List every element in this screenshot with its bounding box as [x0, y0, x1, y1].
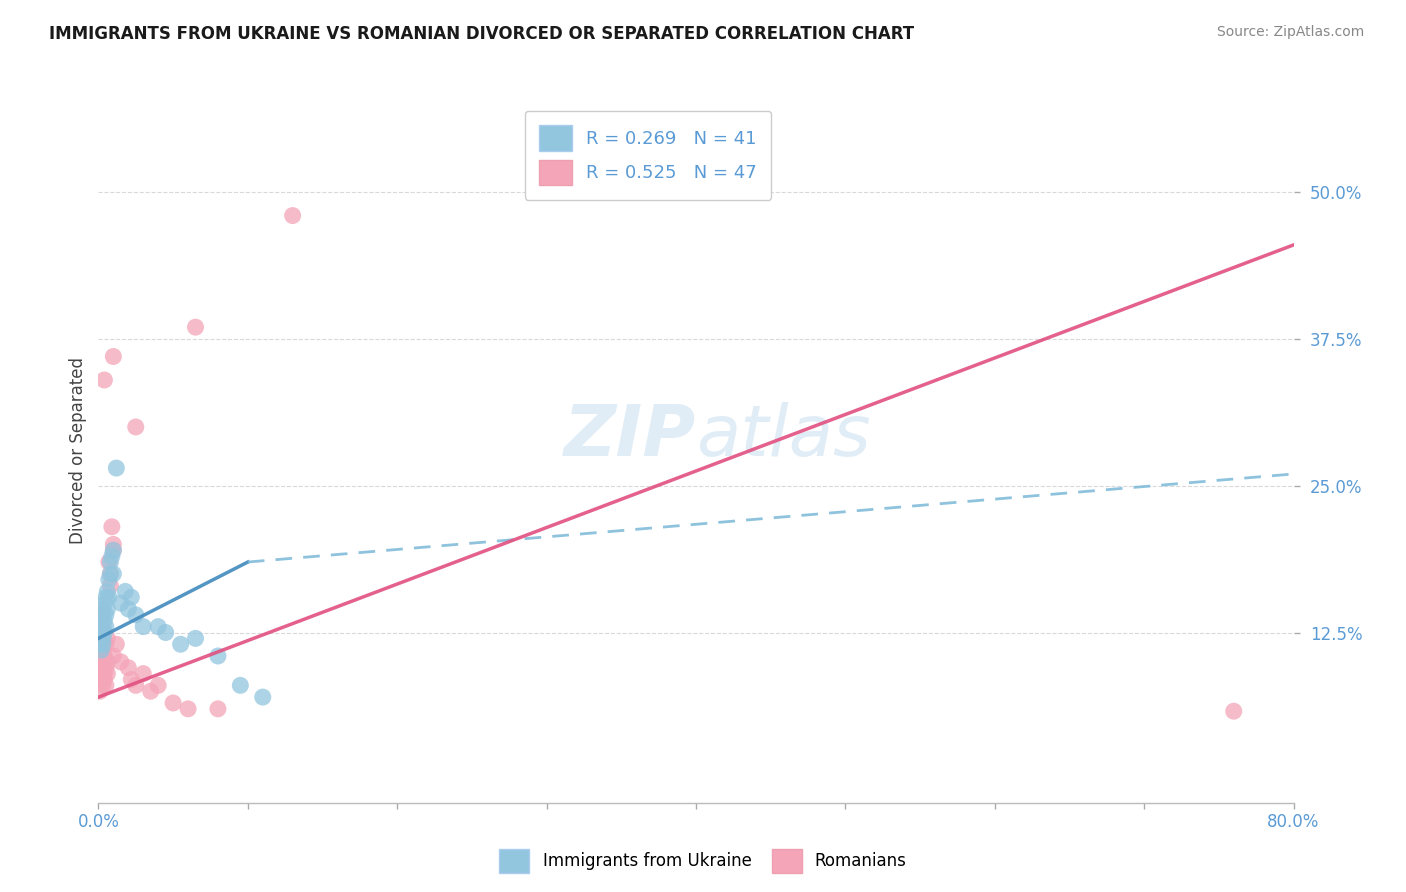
Point: [96, 602, 118, 616]
Point: [103, 350, 125, 364]
Point: [96, 666, 118, 681]
Point: [184, 320, 207, 334]
Point: [117, 661, 139, 675]
Point: [101, 549, 124, 564]
Point: [139, 684, 162, 698]
Point: [103, 566, 125, 581]
Point: [89, 637, 111, 651]
Point: [90, 643, 112, 657]
Point: [98, 555, 122, 569]
Point: [91, 632, 114, 646]
Point: [90, 607, 112, 622]
Point: [162, 696, 184, 710]
Point: [94, 637, 117, 651]
Point: [89, 632, 111, 646]
Point: [90, 666, 112, 681]
Point: [98, 566, 122, 581]
Point: [93, 666, 115, 681]
Point: [125, 607, 148, 622]
Point: [1223, 704, 1246, 718]
Point: [90, 625, 112, 640]
Point: [105, 637, 128, 651]
Point: [89, 684, 111, 698]
Point: [117, 602, 139, 616]
Point: [89, 619, 111, 633]
Point: [110, 596, 132, 610]
Point: [91, 632, 114, 646]
Point: [91, 619, 114, 633]
Point: [93, 596, 115, 610]
Point: [103, 648, 125, 663]
Point: [93, 373, 115, 387]
Point: [90, 614, 112, 628]
Point: [89, 673, 111, 687]
Point: [91, 637, 114, 651]
Point: [96, 655, 118, 669]
Point: [114, 584, 136, 599]
Point: [90, 655, 112, 669]
Point: [169, 637, 191, 651]
Point: [96, 584, 118, 599]
Point: [155, 625, 177, 640]
Point: [94, 591, 117, 605]
Point: [93, 625, 115, 640]
Point: [91, 602, 114, 616]
Point: [120, 591, 142, 605]
Point: [97, 573, 120, 587]
Legend: Immigrants from Ukraine, Romanians: Immigrants from Ukraine, Romanians: [492, 842, 914, 880]
Point: [103, 543, 125, 558]
Point: [93, 625, 115, 640]
Point: [120, 673, 142, 687]
Point: [93, 673, 115, 687]
Point: [177, 702, 200, 716]
Point: [89, 632, 111, 646]
Point: [103, 537, 125, 551]
Text: ZIP: ZIP: [564, 402, 696, 471]
Point: [89, 625, 111, 640]
Point: [125, 420, 148, 434]
Point: [90, 637, 112, 651]
Point: [252, 690, 274, 705]
Point: [103, 543, 125, 558]
Y-axis label: Divorced or Separated: Divorced or Separated: [69, 357, 87, 544]
Point: [94, 661, 117, 675]
Text: atlas: atlas: [696, 402, 870, 471]
Point: [91, 661, 114, 675]
Text: Source: ZipAtlas.com: Source: ZipAtlas.com: [1216, 25, 1364, 39]
Point: [184, 632, 207, 646]
Point: [207, 702, 229, 716]
Point: [98, 566, 122, 581]
Point: [105, 461, 128, 475]
Point: [281, 209, 304, 223]
Point: [148, 678, 170, 692]
Point: [90, 607, 112, 622]
Point: [207, 648, 229, 663]
Point: [125, 678, 148, 692]
Legend: R = 0.269   N = 41, R = 0.525   N = 47: R = 0.269 N = 41, R = 0.525 N = 47: [524, 111, 772, 200]
Point: [93, 648, 115, 663]
Point: [93, 614, 115, 628]
Point: [132, 619, 155, 633]
Point: [91, 678, 114, 692]
Point: [148, 619, 170, 633]
Point: [110, 655, 132, 669]
Point: [97, 555, 120, 569]
Point: [229, 678, 252, 692]
Point: [132, 666, 155, 681]
Point: [89, 643, 111, 657]
Point: [94, 678, 117, 692]
Point: [96, 632, 118, 646]
Point: [101, 520, 124, 534]
Text: IMMIGRANTS FROM UKRAINE VS ROMANIAN DIVORCED OR SEPARATED CORRELATION CHART: IMMIGRANTS FROM UKRAINE VS ROMANIAN DIVO…: [49, 25, 914, 43]
Point: [91, 643, 114, 657]
Point: [98, 578, 122, 592]
Point: [94, 619, 117, 633]
Point: [89, 619, 111, 633]
Point: [94, 607, 117, 622]
Point: [89, 661, 111, 675]
Point: [97, 591, 120, 605]
